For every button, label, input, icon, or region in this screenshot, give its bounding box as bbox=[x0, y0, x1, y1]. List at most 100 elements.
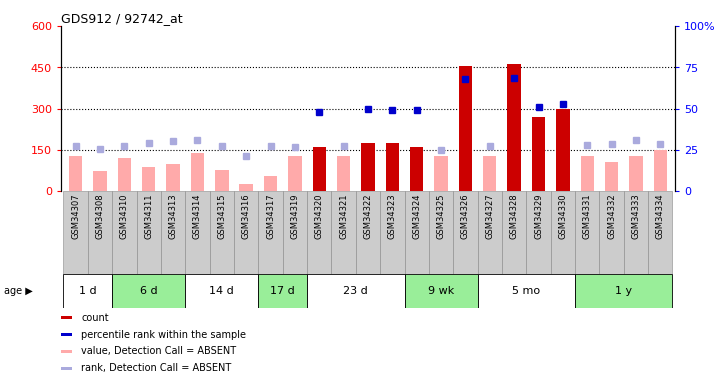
Text: GSM34329: GSM34329 bbox=[534, 194, 543, 239]
Text: 23 d: 23 d bbox=[343, 286, 368, 296]
Text: percentile rank within the sample: percentile rank within the sample bbox=[81, 330, 246, 339]
Text: GSM34322: GSM34322 bbox=[363, 194, 373, 239]
Bar bbox=[386, 143, 399, 191]
Text: GSM34319: GSM34319 bbox=[290, 194, 299, 239]
Text: GSM34326: GSM34326 bbox=[461, 194, 470, 239]
Bar bbox=[624, 191, 648, 274]
Text: GSM34310: GSM34310 bbox=[120, 194, 129, 239]
Bar bbox=[459, 66, 472, 191]
Bar bbox=[532, 117, 545, 191]
Bar bbox=[648, 191, 673, 274]
Bar bbox=[210, 191, 234, 274]
Text: GSM34314: GSM34314 bbox=[193, 194, 202, 239]
Bar bbox=[502, 191, 526, 274]
Bar bbox=[410, 147, 424, 191]
Text: GSM34315: GSM34315 bbox=[218, 194, 226, 239]
Text: 17 d: 17 d bbox=[271, 286, 295, 296]
Bar bbox=[483, 156, 496, 191]
Text: GSM34311: GSM34311 bbox=[144, 194, 153, 239]
Bar bbox=[653, 150, 667, 191]
Bar bbox=[191, 153, 204, 191]
Text: count: count bbox=[81, 313, 109, 322]
Bar bbox=[312, 147, 326, 191]
Text: GSM34330: GSM34330 bbox=[559, 194, 567, 239]
Text: 6 d: 6 d bbox=[140, 286, 157, 296]
Bar bbox=[337, 156, 350, 191]
Bar bbox=[112, 274, 185, 308]
Bar bbox=[551, 191, 575, 274]
Text: GSM34320: GSM34320 bbox=[314, 194, 324, 239]
Bar bbox=[581, 156, 594, 191]
Bar bbox=[264, 176, 277, 191]
Bar bbox=[575, 274, 673, 308]
Text: GSM34331: GSM34331 bbox=[583, 194, 592, 239]
Text: GSM34325: GSM34325 bbox=[437, 194, 446, 239]
Bar bbox=[288, 156, 302, 191]
Text: value, Detection Call = ABSENT: value, Detection Call = ABSENT bbox=[81, 346, 236, 356]
Text: 5 mo: 5 mo bbox=[512, 286, 541, 296]
Bar bbox=[215, 170, 228, 191]
Bar bbox=[88, 191, 112, 274]
Bar bbox=[575, 191, 600, 274]
Bar bbox=[404, 274, 477, 308]
Text: age ▶: age ▶ bbox=[4, 286, 32, 296]
Text: GSM34327: GSM34327 bbox=[485, 194, 494, 239]
Bar bbox=[307, 191, 332, 274]
Bar bbox=[61, 333, 72, 336]
Bar bbox=[356, 191, 380, 274]
Bar bbox=[63, 191, 88, 274]
Bar bbox=[600, 191, 624, 274]
Bar bbox=[136, 191, 161, 274]
Bar bbox=[112, 191, 136, 274]
Bar bbox=[556, 109, 569, 191]
Bar bbox=[283, 191, 307, 274]
Bar bbox=[477, 191, 502, 274]
Bar bbox=[258, 191, 283, 274]
Bar bbox=[234, 191, 258, 274]
Bar bbox=[526, 191, 551, 274]
Bar bbox=[508, 64, 521, 191]
Text: GSM34323: GSM34323 bbox=[388, 194, 397, 239]
Bar bbox=[380, 191, 404, 274]
Text: GSM34308: GSM34308 bbox=[95, 194, 105, 239]
Bar bbox=[63, 274, 112, 308]
Text: GSM34333: GSM34333 bbox=[631, 194, 640, 240]
Bar bbox=[118, 158, 131, 191]
Bar bbox=[605, 162, 618, 191]
Bar bbox=[161, 191, 185, 274]
Text: GSM34313: GSM34313 bbox=[169, 194, 177, 239]
Text: GSM34324: GSM34324 bbox=[412, 194, 421, 239]
Bar bbox=[167, 164, 180, 191]
Bar bbox=[477, 274, 575, 308]
Text: GSM34321: GSM34321 bbox=[339, 194, 348, 239]
Bar bbox=[69, 156, 83, 191]
Bar bbox=[258, 274, 307, 308]
Text: rank, Detection Call = ABSENT: rank, Detection Call = ABSENT bbox=[81, 363, 231, 373]
Text: GSM34317: GSM34317 bbox=[266, 194, 275, 239]
Bar bbox=[240, 183, 253, 191]
Bar bbox=[185, 191, 210, 274]
Bar bbox=[434, 156, 448, 191]
Text: GSM34334: GSM34334 bbox=[656, 194, 665, 239]
Bar bbox=[61, 316, 72, 319]
Text: 9 wk: 9 wk bbox=[428, 286, 454, 296]
Text: 14 d: 14 d bbox=[210, 286, 234, 296]
Bar bbox=[361, 143, 375, 191]
Bar bbox=[307, 274, 404, 308]
Text: GSM34307: GSM34307 bbox=[71, 194, 80, 239]
Bar bbox=[61, 367, 72, 370]
Text: GSM34328: GSM34328 bbox=[510, 194, 518, 239]
Text: GSM34332: GSM34332 bbox=[607, 194, 616, 239]
Text: 1 y: 1 y bbox=[615, 286, 633, 296]
Bar bbox=[453, 191, 477, 274]
Bar bbox=[93, 171, 107, 191]
Bar bbox=[142, 166, 155, 191]
Bar bbox=[429, 191, 453, 274]
Bar bbox=[332, 191, 356, 274]
Bar bbox=[404, 191, 429, 274]
Text: 1 d: 1 d bbox=[79, 286, 97, 296]
Text: GSM34316: GSM34316 bbox=[242, 194, 251, 239]
Bar bbox=[629, 156, 643, 191]
Bar bbox=[185, 274, 258, 308]
Bar bbox=[61, 350, 72, 353]
